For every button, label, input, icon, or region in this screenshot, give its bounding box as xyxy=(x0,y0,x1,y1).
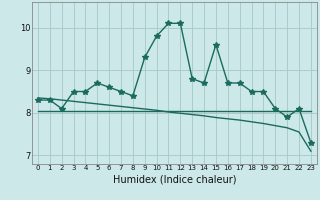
X-axis label: Humidex (Indice chaleur): Humidex (Indice chaleur) xyxy=(113,174,236,184)
